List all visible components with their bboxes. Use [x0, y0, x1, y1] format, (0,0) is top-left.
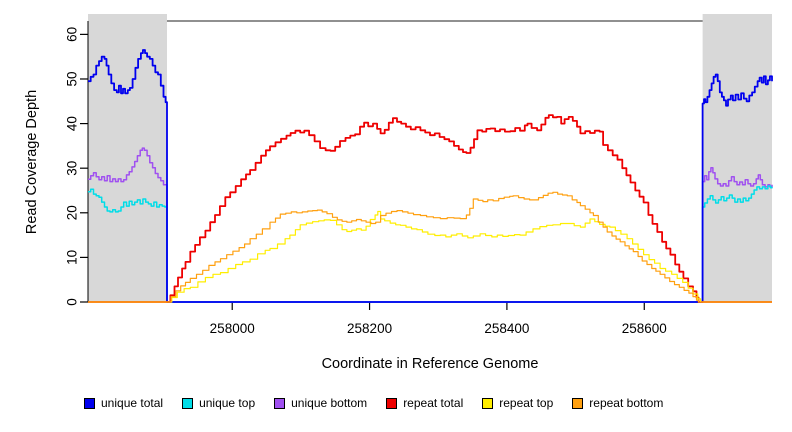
- svg-text:258000: 258000: [210, 321, 255, 336]
- legend-swatch-repeat-bottom-icon: [572, 398, 584, 409]
- legend-item-repeat-top: repeat top: [482, 396, 553, 411]
- legend-label: unique bottom: [291, 396, 368, 410]
- legend-item-unique-total: unique total: [84, 396, 163, 411]
- svg-text:258200: 258200: [347, 321, 392, 336]
- legend-label: unique top: [199, 396, 256, 410]
- svg-text:50: 50: [65, 71, 80, 86]
- legend-swatch-repeat-total-icon: [386, 398, 398, 409]
- legend-label: repeat bottom: [589, 396, 664, 410]
- legend-swatch-unique-top-icon: [182, 398, 194, 409]
- legend-swatch-unique-total-icon: [84, 398, 95, 409]
- legend-label: repeat top: [499, 396, 554, 410]
- svg-text:10: 10: [65, 250, 80, 265]
- svg-text:258600: 258600: [622, 321, 667, 336]
- svg-text:258400: 258400: [484, 321, 529, 336]
- legend-swatch-repeat-top-icon: [482, 398, 494, 409]
- legend-item-repeat-bottom: repeat bottom: [572, 396, 663, 411]
- legend-label: unique total: [101, 396, 164, 410]
- svg-text:40: 40: [65, 116, 80, 131]
- y-axis-label: Read Coverage Depth: [24, 89, 40, 235]
- legend-item-unique-top: unique top: [182, 396, 255, 411]
- plot-canvas: 0 10 20 30 40 50 60 258000 258200 258400 258600: [65, 14, 773, 336]
- svg-text:30: 30: [65, 161, 80, 176]
- legend-swatch-unique-bottom-icon: [274, 398, 286, 409]
- svg-text:20: 20: [65, 205, 80, 220]
- x-axis-label: Coordinate in Reference Genome: [321, 356, 539, 372]
- legend-label: repeat total: [403, 396, 464, 410]
- svg-text:0: 0: [65, 298, 80, 306]
- legend: unique total unique top unique bottom re…: [84, 396, 663, 411]
- svg-text:60: 60: [65, 27, 80, 42]
- legend-item-unique-bottom: unique bottom: [274, 396, 367, 411]
- legend-item-repeat-total: repeat total: [386, 396, 463, 411]
